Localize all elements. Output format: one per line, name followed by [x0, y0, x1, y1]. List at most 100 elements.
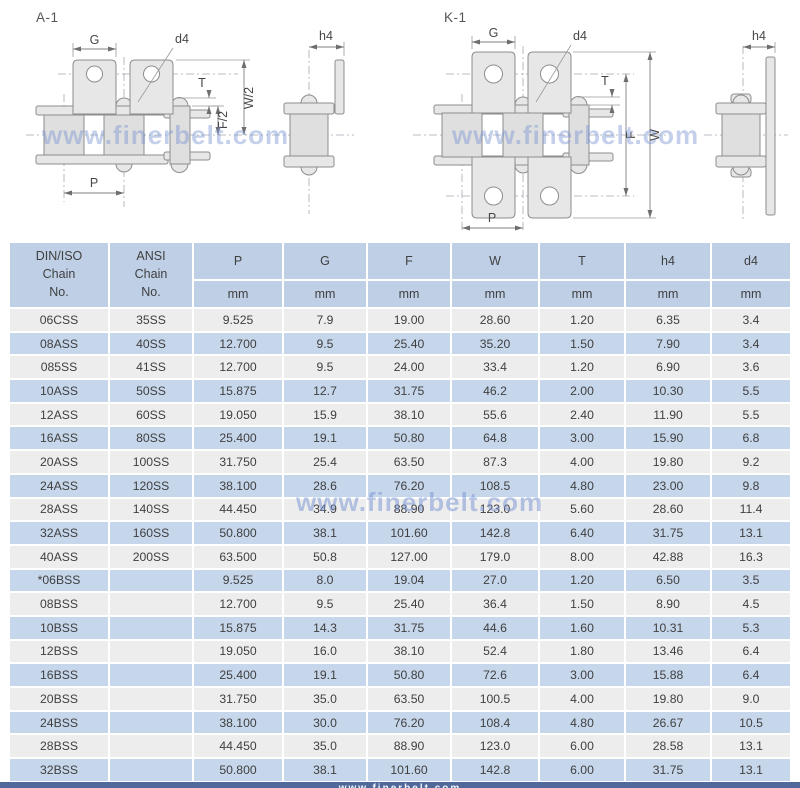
- d4-value: 3.5: [712, 569, 790, 592]
- a1-chain-side-view: [35, 59, 211, 173]
- f-value: 101.60: [368, 759, 450, 781]
- table-row: 32BSS 50.800 38.1 101.60 142.8 6.00 31.75 13.1: [10, 759, 790, 781]
- p-value: 63.500: [194, 545, 282, 568]
- header-t: T: [540, 243, 624, 279]
- header-unit: mm: [284, 281, 366, 307]
- d4-value: 9.0: [712, 688, 790, 710]
- din-iso-chain-no: 16ASS: [10, 427, 108, 450]
- w-value: 123.0: [452, 735, 538, 758]
- h4-value: 31.75: [626, 522, 710, 544]
- h4-value: 31.75: [626, 759, 710, 781]
- w-value: 123.0: [452, 498, 538, 521]
- f-value: 38.10: [368, 403, 450, 426]
- p-value: 38.100: [194, 474, 282, 497]
- table-row: 085SS 41SS 12.700 9.5 24.00 33.4 1.20 6.90 3.6: [10, 356, 790, 379]
- d4-value: 5.5: [712, 403, 790, 426]
- table-row: 28BSS 44.450 35.0 88.90 123.0 6.00 28.58 13.1: [10, 735, 790, 758]
- table-row: 08ASS 40SS 12.700 9.5 25.40 35.20 1.50 7.90 3.4: [10, 332, 790, 355]
- t-value: 1.20: [540, 356, 624, 379]
- figure-k1: K-1: [413, 10, 788, 232]
- w-value: 64.8: [452, 427, 538, 450]
- p-value: 9.525: [194, 569, 282, 592]
- header-p: P: [194, 243, 282, 279]
- d4-value: 6.8: [712, 427, 790, 450]
- g-value: 28.6: [284, 474, 366, 497]
- ansi-chain-no: [110, 688, 192, 710]
- t-value: 1.60: [540, 616, 624, 639]
- w-value: 108.5: [452, 474, 538, 497]
- p-value: 44.450: [194, 735, 282, 758]
- g-value: 50.8: [284, 545, 366, 568]
- g-value: 15.9: [284, 403, 366, 426]
- f-value: 63.50: [368, 451, 450, 473]
- g-value: 7.9: [284, 309, 366, 331]
- w-value: 55.6: [452, 403, 538, 426]
- w-value: 100.5: [452, 688, 538, 710]
- d4-value: 6.4: [712, 640, 790, 663]
- d4-value: 13.1: [712, 735, 790, 758]
- t-value: 4.00: [540, 451, 624, 473]
- f-value: 50.80: [368, 664, 450, 686]
- f-value: 19.04: [368, 569, 450, 592]
- p-value: 9.525: [194, 309, 282, 331]
- a1-attachment-tab: [129, 59, 174, 115]
- p-value: 25.400: [194, 664, 282, 686]
- p-value: 31.750: [194, 688, 282, 710]
- ansi-chain-no: 40SS: [110, 332, 192, 355]
- h4-value: 15.88: [626, 664, 710, 686]
- w-value: 179.0: [452, 545, 538, 568]
- k1-label-g: G: [489, 26, 499, 40]
- t-value: 6.00: [540, 735, 624, 758]
- table-row: 20BSS 31.750 35.0 63.50 100.5 4.00 19.80 9.0: [10, 688, 790, 710]
- din-iso-chain-no: 24BSS: [10, 711, 108, 734]
- f-value: 127.00: [368, 545, 450, 568]
- k1-bent-attachment: [765, 56, 776, 216]
- d4-value: 11.4: [712, 498, 790, 521]
- w-value: 108.4: [452, 711, 538, 734]
- d4-value: 13.1: [712, 759, 790, 781]
- h4-value: 6.35: [626, 309, 710, 331]
- h4-value: 23.00: [626, 474, 710, 497]
- ansi-chain-no: [110, 569, 192, 592]
- t-value: 5.60: [540, 498, 624, 521]
- f-value: 19.00: [368, 309, 450, 331]
- t-value: 1.80: [540, 640, 624, 663]
- f-value: 25.40: [368, 332, 450, 355]
- a1-label-d4: d4: [175, 32, 189, 46]
- table-row: 40ASS 200SS 63.500 50.8 127.00 179.0 8.00 42.88…: [10, 545, 790, 568]
- t-value: 1.50: [540, 332, 624, 355]
- w-value: 87.3: [452, 451, 538, 473]
- g-value: 38.1: [284, 522, 366, 544]
- p-value: 25.400: [194, 427, 282, 450]
- p-value: 19.050: [194, 640, 282, 663]
- t-value: 8.00: [540, 545, 624, 568]
- f-value: 50.80: [368, 427, 450, 450]
- t-value: 2.00: [540, 380, 624, 402]
- g-value: 30.0: [284, 711, 366, 734]
- din-iso-chain-no: 10BSS: [10, 616, 108, 639]
- f-value: 88.90: [368, 498, 450, 521]
- header-din-iso: DIN/ISO Chain No.: [10, 243, 108, 307]
- t-value: 1.50: [540, 593, 624, 615]
- t-value: 3.00: [540, 427, 624, 450]
- ansi-chain-no: 41SS: [110, 356, 192, 379]
- din-iso-chain-no: 12ASS: [10, 403, 108, 426]
- g-value: 8.0: [284, 569, 366, 592]
- p-value: 15.875: [194, 616, 282, 639]
- table-row: 20ASS 100SS 31.750 25.4 63.50 87.3 4.00 19.80 9.…: [10, 451, 790, 473]
- t-value: 2.40: [540, 403, 624, 426]
- din-iso-chain-no: 08ASS: [10, 332, 108, 355]
- h4-value: 6.90: [626, 356, 710, 379]
- a1-label-p: P: [90, 176, 98, 190]
- din-iso-chain-no: 24ASS: [10, 474, 108, 497]
- d4-value: 3.6: [712, 356, 790, 379]
- g-value: 14.3: [284, 616, 366, 639]
- ansi-chain-no: 140SS: [110, 498, 192, 521]
- f-value: 38.10: [368, 640, 450, 663]
- d4-value: 9.8: [712, 474, 790, 497]
- h4-value: 19.80: [626, 451, 710, 473]
- din-iso-chain-no: *06BSS: [10, 569, 108, 592]
- w-value: 28.60: [452, 309, 538, 331]
- header-f: F: [368, 243, 450, 279]
